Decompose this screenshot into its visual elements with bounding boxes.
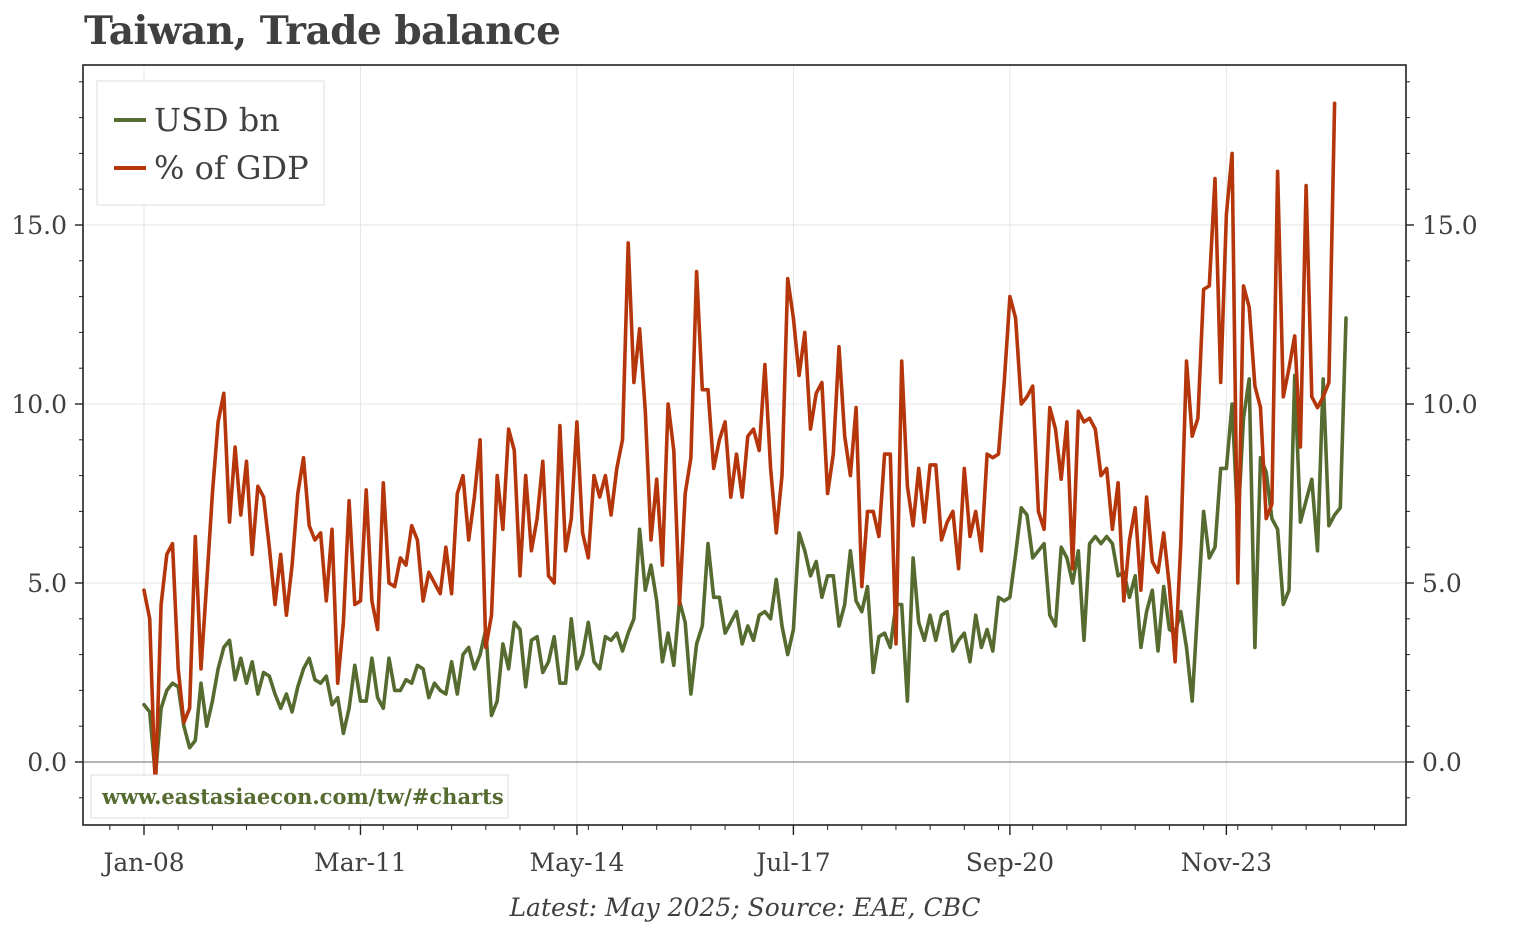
y-tick-label-left: 15.0 — [11, 211, 67, 240]
series-line-pct-gdp — [142, 101, 1337, 793]
y-tick-label-left: 5.0 — [27, 569, 67, 598]
axis-layer: 0.0 0.0 5.0 5.0 10.0 10.0 15.0 15.0 Jan-08 Mar-11… — [11, 81, 1478, 877]
series-layer — [142, 101, 1348, 793]
legend-label-gdp: % of GDP — [154, 149, 309, 187]
watermark-link[interactable]: www.eastasiaecon.com/tw/#charts — [101, 784, 504, 809]
watermark[interactable]: www.eastasiaecon.com/tw/#charts — [90, 774, 509, 819]
x-tick-label: Jan-08 — [100, 848, 184, 877]
plot-frame — [82, 64, 1407, 826]
y-tick-label-right: 10.0 — [1422, 390, 1478, 419]
x-tick-label: Sep-20 — [966, 848, 1054, 877]
series-line-usd-bn — [142, 316, 1348, 779]
x-tick-label: May-14 — [530, 848, 625, 877]
y-tick-label-left: 10.0 — [11, 390, 67, 419]
legend: USD bn % of GDP — [96, 80, 325, 206]
x-tick-label: Jul-17 — [753, 848, 830, 877]
y-tick-label-right: 0.0 — [1422, 748, 1462, 777]
watermark-box — [90, 774, 509, 819]
legend-box — [96, 80, 325, 206]
x-tick-label: Nov-23 — [1181, 848, 1272, 877]
y-tick-label-left: 0.0 — [27, 748, 67, 777]
y-tick-label-right: 5.0 — [1422, 569, 1462, 598]
source-note: Latest: May 2025; Source: EAE, CBC — [509, 893, 981, 922]
legend-label-usd: USD bn — [154, 101, 280, 139]
x-tick-label: Mar-11 — [314, 848, 407, 877]
y-tick-label-right: 15.0 — [1422, 211, 1478, 240]
chart-title: Taiwan, Trade balance — [84, 8, 561, 54]
